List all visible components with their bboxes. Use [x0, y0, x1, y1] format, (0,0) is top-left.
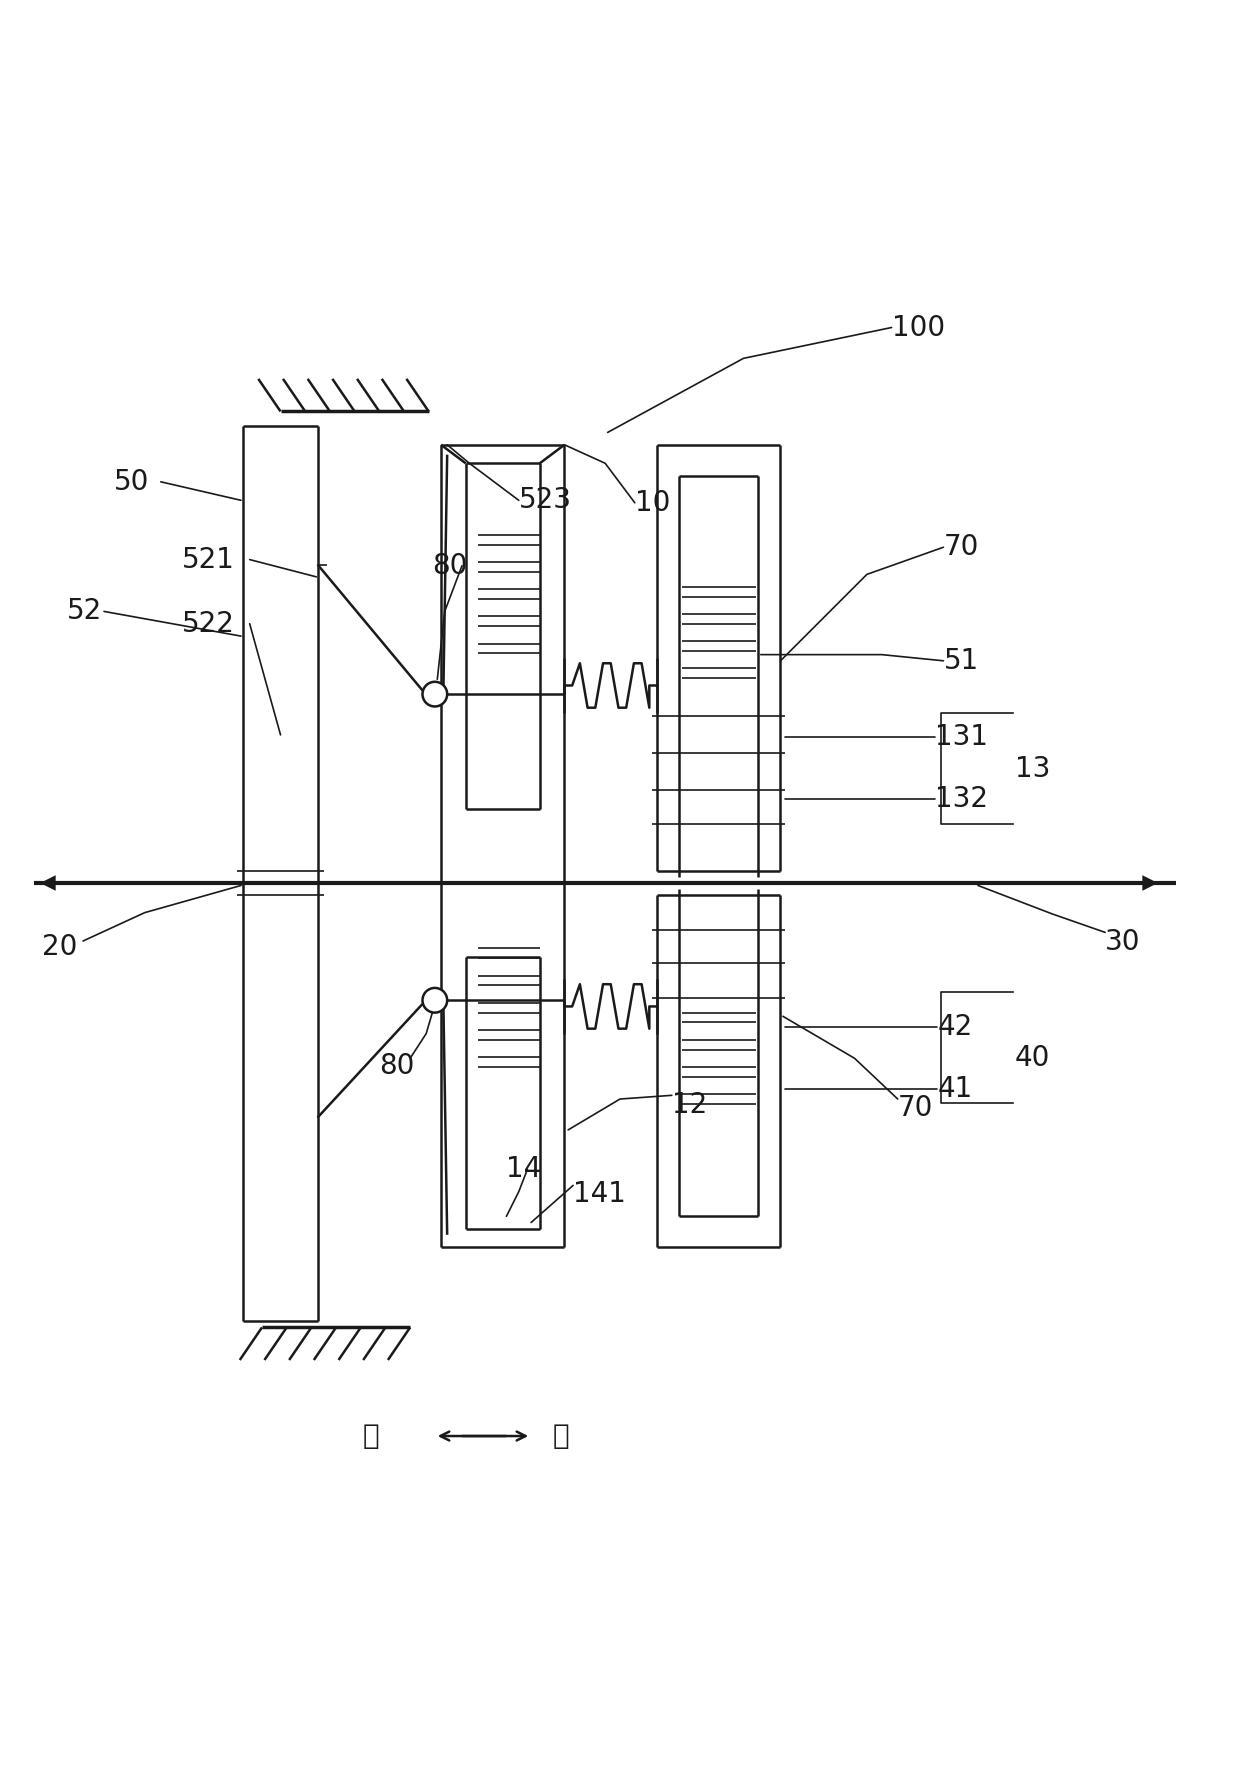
Circle shape [423, 987, 448, 1012]
Text: 70: 70 [898, 1093, 934, 1121]
Text: 40: 40 [1016, 1044, 1050, 1072]
Text: 70: 70 [944, 533, 978, 562]
Text: 10: 10 [635, 489, 670, 517]
Text: 51: 51 [944, 646, 978, 675]
Text: 80: 80 [433, 551, 467, 579]
Text: 141: 141 [573, 1180, 626, 1208]
Text: 42: 42 [937, 1014, 972, 1042]
Text: 30: 30 [1105, 929, 1141, 955]
Text: 52: 52 [67, 597, 102, 625]
Text: 14: 14 [506, 1155, 542, 1183]
Text: 100: 100 [892, 314, 945, 341]
Text: 41: 41 [937, 1075, 972, 1104]
Text: 131: 131 [935, 724, 988, 751]
Text: 522: 522 [182, 609, 234, 638]
Text: 50: 50 [114, 468, 149, 496]
Text: 523: 523 [518, 486, 572, 514]
Text: 12: 12 [672, 1091, 707, 1120]
Text: 左: 左 [362, 1422, 379, 1450]
Text: 521: 521 [182, 546, 234, 574]
Text: 80: 80 [379, 1053, 414, 1079]
Circle shape [423, 682, 448, 706]
Text: 13: 13 [1016, 756, 1050, 784]
Text: 132: 132 [935, 786, 988, 812]
Text: 20: 20 [42, 932, 78, 961]
Text: 右: 右 [553, 1422, 569, 1450]
